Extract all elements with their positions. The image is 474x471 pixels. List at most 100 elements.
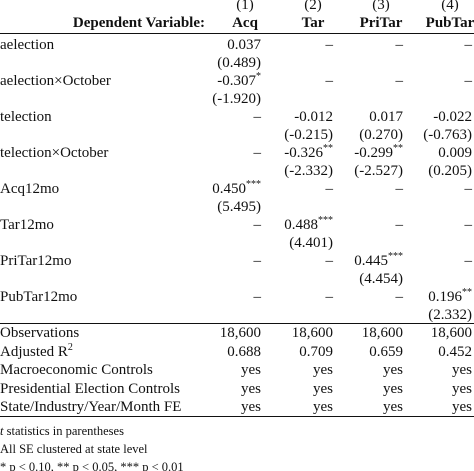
- stat-label-text: Macroeconomic Controls: [0, 362, 153, 378]
- coefficient-value: -0.299: [354, 145, 393, 161]
- coefficient: 0.445***: [354, 252, 403, 270]
- t-statistic: (-1.920): [212, 91, 261, 107]
- coefficient: –: [253, 145, 262, 161]
- significance-stars: **: [323, 143, 333, 154]
- stat-value: yes: [241, 399, 261, 415]
- coefficient: –: [395, 181, 404, 197]
- stat-value: 18,600: [291, 325, 333, 341]
- row-label: PriTar12mo: [0, 253, 72, 269]
- coefficient-value: -0.022: [433, 109, 472, 125]
- coefficient-value: -0.326: [284, 145, 323, 161]
- column-name: Tar: [301, 15, 325, 31]
- coefficient: –: [464, 37, 473, 53]
- header-label: Dependent Variable:: [72, 15, 205, 31]
- stat-value: yes: [313, 399, 333, 415]
- coefficient: –: [325, 253, 334, 269]
- coefficient-value: 0.009: [438, 145, 472, 161]
- stat-value: yes: [383, 380, 403, 397]
- significance-stars: *: [256, 71, 261, 82]
- row-label: aelection: [0, 37, 55, 53]
- stat-value: yes: [383, 362, 403, 378]
- stat-label-text: Presidential Election Controls: [0, 380, 180, 397]
- coefficient: –: [395, 289, 404, 305]
- t-statistic: (0.205): [428, 163, 472, 179]
- coefficient-value: -0.012: [294, 109, 333, 125]
- footnote-text: * p < 0.10, ** p < 0.05, *** p < 0.01: [0, 460, 184, 471]
- coefficient-value: 0.445: [354, 253, 388, 269]
- t-statistic: (4.454): [359, 271, 403, 287]
- coefficient: –: [395, 73, 404, 89]
- t-statistic: (-0.763): [423, 127, 472, 143]
- footnote: All SE clustered at state level: [0, 440, 148, 458]
- footnote-text: statistics in parentheses: [3, 424, 124, 438]
- stat-value: 18,600: [430, 325, 472, 341]
- coefficient: –: [395, 217, 404, 233]
- stat-label-sup: 2: [67, 341, 73, 353]
- stat-label-text: Adjusted R: [0, 343, 68, 360]
- coefficient-value: 0.450: [212, 181, 246, 197]
- row-label: aelection×October: [0, 73, 111, 89]
- stat-label: Adjusted R2: [0, 341, 73, 361]
- stat-value: yes: [313, 362, 333, 378]
- row-label: telection×October: [0, 145, 109, 161]
- column-name: PubTar: [425, 15, 474, 31]
- significance-stars: ***: [246, 179, 261, 190]
- coefficient: 0.017: [369, 108, 403, 126]
- stat-label: Observations: [0, 324, 79, 342]
- stat-value: 18,600: [361, 325, 403, 341]
- stat-label-text: State/Industry/Year/Month FE: [0, 399, 182, 415]
- stat-value: 0.452: [438, 343, 472, 360]
- coefficient: 0.488***: [284, 216, 333, 234]
- row-label: PubTar12mo: [0, 289, 78, 305]
- stat-label-text: Observations: [0, 325, 80, 341]
- stat-value: yes: [241, 362, 261, 378]
- significance-stars: **: [393, 143, 403, 154]
- stat-value: yes: [452, 362, 472, 378]
- significance-stars: **: [462, 287, 472, 298]
- coefficient: –: [464, 73, 473, 89]
- t-statistic: (0.489): [217, 55, 261, 71]
- t-statistic: (0.270): [359, 127, 403, 143]
- coefficient: –: [464, 253, 473, 269]
- significance-stars: ***: [388, 251, 403, 262]
- coefficient: –: [464, 217, 473, 233]
- coefficient-value: 0.037: [227, 37, 261, 53]
- column-number: (2): [304, 0, 322, 13]
- coefficient: –: [253, 289, 262, 305]
- stat-value: 0.709: [299, 343, 333, 360]
- coefficient: -0.326**: [284, 144, 333, 162]
- stat-label: Macroeconomic Controls: [0, 361, 153, 379]
- coefficient: –: [253, 217, 262, 233]
- coefficient: -0.307*: [217, 72, 261, 90]
- footnote-symbol: t: [0, 424, 4, 438]
- coefficient: –: [325, 37, 334, 53]
- coefficient: –: [464, 181, 473, 197]
- t-statistic: (4.401): [289, 235, 333, 251]
- row-label: telection: [0, 109, 52, 125]
- t-statistic: (2.332): [428, 307, 472, 323]
- column-name: Acq: [232, 15, 258, 31]
- stat-label: Presidential Election Controls: [0, 380, 180, 398]
- coefficient: 0.009: [438, 144, 472, 162]
- stat-value: yes: [313, 380, 333, 397]
- significance-stars: ***: [318, 215, 333, 226]
- stat-value: 0.688: [227, 343, 261, 360]
- stat-value: yes: [452, 399, 472, 415]
- coefficient: -0.299**: [354, 144, 403, 162]
- coefficient-value: 0.196: [428, 289, 462, 305]
- t-statistic: (-0.215): [284, 127, 333, 143]
- coefficient-value: -0.307: [217, 73, 256, 89]
- stat-value: 0.659: [369, 343, 403, 360]
- t-statistic: (-2.332): [284, 163, 333, 179]
- rule: [0, 33, 474, 34]
- column-name: PriTar: [359, 15, 403, 31]
- row-label: Tar12mo: [0, 217, 54, 233]
- coefficient: -0.012: [294, 108, 333, 126]
- coefficient-value: 0.017: [369, 109, 403, 125]
- column-number: (4): [441, 0, 459, 13]
- coefficient: –: [325, 73, 334, 89]
- t-statistic: (-2.527): [354, 163, 403, 179]
- coefficient: –: [253, 109, 262, 125]
- stat-value: yes: [452, 380, 472, 397]
